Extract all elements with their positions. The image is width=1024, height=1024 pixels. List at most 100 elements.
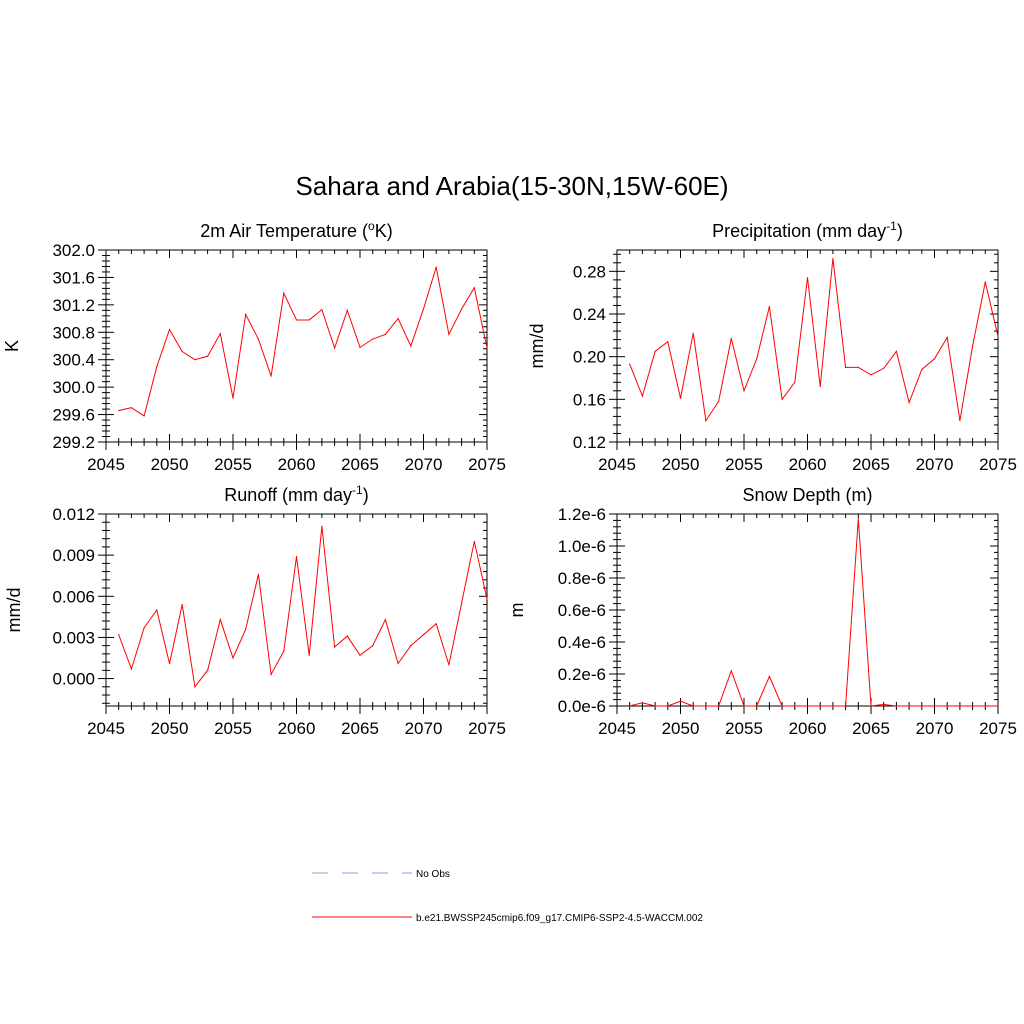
- data-point: [794, 381, 796, 383]
- data-point: [832, 257, 834, 260]
- y-axis-label: mm/d: [527, 324, 547, 369]
- data-point: [718, 400, 720, 403]
- main-title: Sahara and Arabia(15-30N,15W-60E): [295, 171, 728, 201]
- data-point: [819, 385, 821, 388]
- data-point: [933, 358, 936, 360]
- data-point: [168, 662, 171, 665]
- x-tick-label: 2055: [214, 455, 252, 474]
- data-point: [781, 705, 783, 707]
- panel-precipitation: Precipitation (mm day-1) mm/d 2045 2050 2055…: [527, 219, 1017, 474]
- data-point: [435, 266, 437, 268]
- series-line-runoff: [118, 526, 488, 689]
- y-tick-label: 0.4e-6: [558, 633, 606, 652]
- data-point: [718, 705, 720, 707]
- data-point: [692, 705, 694, 707]
- x-tick-label: 2055: [214, 719, 252, 738]
- y-tick-label: 300.4: [52, 351, 95, 370]
- data-point: [118, 634, 120, 636]
- data-point: [705, 420, 707, 422]
- data-point: [207, 355, 209, 357]
- data-point: [692, 332, 694, 334]
- x-tick-label: 2070: [916, 455, 954, 474]
- panel-temperature: 2m Air Temperature (oK) K 2045 2050 2055 2060…: [2, 219, 506, 474]
- data-point: [984, 705, 986, 707]
- data-point: [870, 374, 872, 376]
- data-point: [959, 420, 961, 422]
- data-point: [705, 705, 707, 707]
- panel-runoff: Runoff (mm day-1) mm/d 2045 2050 2055 2060 206…: [4, 483, 506, 738]
- panel-title: Precipitation (mm day-1): [712, 219, 903, 241]
- x-tick-label: 2050: [662, 719, 700, 738]
- data-point: [768, 305, 771, 308]
- legend-label-no-obs: No Obs: [416, 869, 450, 880]
- data-point: [819, 705, 821, 707]
- x-tick-label: 2045: [598, 719, 636, 738]
- series-line-snow-depth: [629, 518, 998, 707]
- data-point: [883, 703, 885, 706]
- x-tick-label: 2075: [979, 455, 1017, 474]
- data-point: [461, 308, 463, 310]
- data-point: [667, 705, 669, 707]
- y-tick-label: 0.6e-6: [558, 601, 606, 620]
- y-axis-label: mm/d: [4, 588, 24, 633]
- y-tick-label: 0.009: [52, 546, 95, 565]
- data-point: [486, 598, 488, 600]
- data-point: [933, 705, 936, 707]
- x-tick-label: 2060: [789, 455, 827, 474]
- data-point: [410, 645, 412, 647]
- y-tick-label: 300.0: [52, 378, 95, 397]
- data-point: [654, 705, 656, 707]
- x-tick-label: 2065: [852, 719, 890, 738]
- data-point: [346, 309, 348, 311]
- y-axis-label: K: [2, 340, 22, 352]
- data-point: [257, 338, 259, 340]
- panel-title: Snow Depth (m): [742, 485, 872, 505]
- data-point: [743, 390, 745, 392]
- x-tick-label: 2045: [87, 719, 125, 738]
- x-tick-label: 2050: [151, 719, 189, 738]
- series-line-temperature: [118, 266, 488, 417]
- y-tick-label: 0.012: [52, 505, 95, 524]
- data-point: [295, 555, 298, 558]
- data-point: [194, 686, 196, 688]
- data-point: [908, 401, 910, 404]
- y-tick-label: 0.006: [52, 587, 95, 606]
- data-point: [130, 668, 132, 670]
- data-point: [372, 338, 374, 340]
- data-point: [743, 705, 745, 707]
- x-tick-label: 2070: [916, 719, 954, 738]
- data-point: [334, 646, 336, 648]
- y-tick-label: 0.0e-6: [558, 697, 606, 716]
- x-tick-label: 2045: [598, 455, 636, 474]
- data-point: [997, 705, 999, 707]
- legend-label-model: b.e21.BWSSP245cmip6.f09_g17.CMIP6-SSP2-4…: [416, 913, 703, 924]
- panel-snow-depth: Snow Depth (m) m 2045 2050 2055 2060 2065 2070 2…: [507, 485, 1017, 738]
- x-tick-label: 2070: [405, 719, 443, 738]
- x-tick-label: 2060: [278, 455, 316, 474]
- x-tick-label: 2045: [87, 455, 125, 474]
- y-tick-label: 1.0e-6: [558, 537, 606, 556]
- series-line-precipitation: [629, 258, 999, 423]
- data-point: [870, 705, 872, 707]
- data-point: [730, 670, 732, 672]
- plot-frame: [105, 249, 488, 443]
- data-point: [883, 367, 885, 369]
- data-point: [984, 281, 986, 283]
- x-tick-label: 2065: [852, 455, 890, 474]
- data-point: [895, 705, 898, 707]
- panels: 2m Air Temperature (oK) K 2045 2050 2055 2060…: [2, 219, 1017, 738]
- data-point: [321, 309, 323, 311]
- data-point: [756, 358, 758, 360]
- data-point: [641, 395, 644, 397]
- y-tick-label: 0.2e-6: [558, 665, 606, 684]
- data-point: [334, 347, 336, 349]
- data-point: [143, 627, 145, 629]
- data-point: [118, 409, 120, 412]
- data-point: [486, 347, 488, 349]
- data-point: [895, 350, 898, 352]
- y-tick-label: 0.16: [573, 390, 606, 409]
- y-tick-label: 0.28: [573, 262, 606, 281]
- data-point: [959, 705, 961, 707]
- data-point: [232, 397, 234, 399]
- y-tick-label: 299.2: [52, 433, 95, 452]
